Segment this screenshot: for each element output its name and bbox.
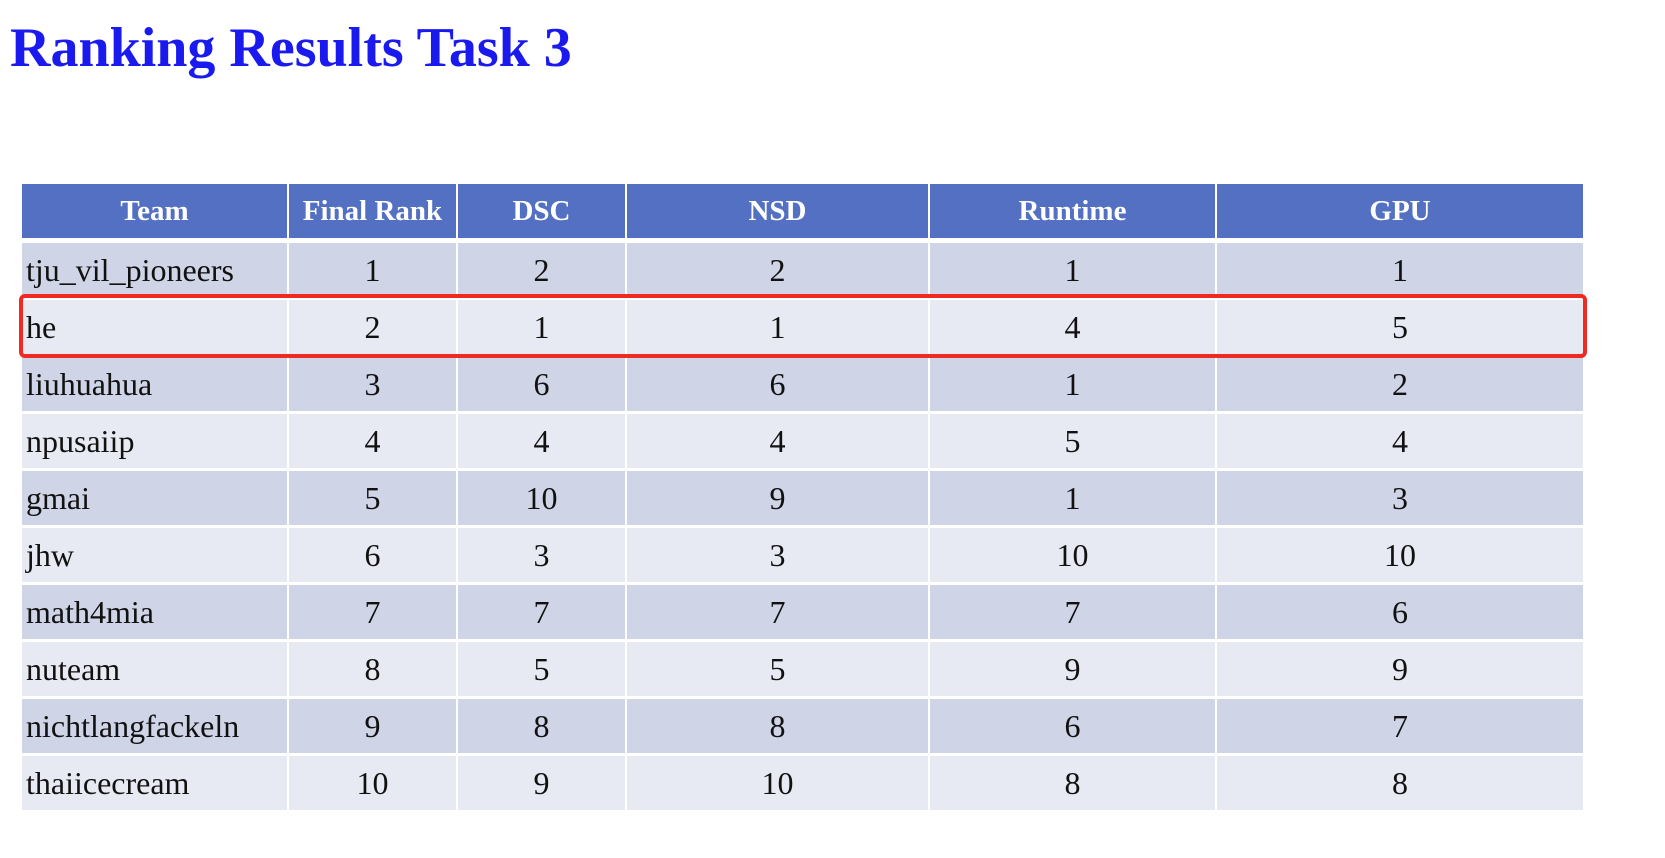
runtime-cell: 9 (929, 640, 1217, 699)
dsc-cell: 2 (457, 240, 627, 300)
team-cell: gmai (22, 469, 289, 528)
team-cell: he (22, 298, 289, 357)
nsd-cell: 4 (626, 412, 930, 471)
runtime-cell: 7 (929, 583, 1217, 642)
column-header-dsc: DSC (457, 184, 627, 243)
final-rank-cell: 1 (288, 240, 458, 300)
table-row: npusaiip 4 4 4 5 4 (22, 412, 1583, 471)
nsd-cell: 7 (626, 583, 930, 642)
team-cell: jhw (22, 526, 289, 585)
runtime-cell: 1 (929, 469, 1217, 528)
table-header-row: Team Final Rank DSC NSD Runtime GPU (22, 184, 1583, 243)
column-header-team: Team (22, 184, 289, 243)
runtime-cell: 1 (929, 355, 1217, 414)
column-header-runtime: Runtime (929, 184, 1217, 243)
table-row: jhw 6 3 3 10 10 (22, 526, 1583, 585)
gpu-cell: 1 (1216, 240, 1583, 300)
table-row: nuteam 8 5 5 9 9 (22, 640, 1583, 699)
dsc-cell: 9 (457, 754, 627, 813)
nsd-cell: 6 (626, 355, 930, 414)
ranking-table: Team Final Rank DSC NSD Runtime GPU tju_… (22, 184, 1583, 813)
gpu-cell: 2 (1216, 355, 1583, 414)
nsd-cell: 10 (626, 754, 930, 813)
dsc-cell: 7 (457, 583, 627, 642)
nsd-cell: 5 (626, 640, 930, 699)
gpu-cell: 10 (1216, 526, 1583, 585)
team-cell: nichtlangfackeln (22, 697, 289, 756)
gpu-cell: 8 (1216, 754, 1583, 813)
final-rank-cell: 8 (288, 640, 458, 699)
gpu-cell: 4 (1216, 412, 1583, 471)
dsc-cell: 6 (457, 355, 627, 414)
final-rank-cell: 7 (288, 583, 458, 642)
dsc-cell: 8 (457, 697, 627, 756)
final-rank-cell: 4 (288, 412, 458, 471)
team-cell: nuteam (22, 640, 289, 699)
gpu-cell: 6 (1216, 583, 1583, 642)
runtime-cell: 1 (929, 240, 1217, 300)
table-row: liuhuahua 3 6 6 1 2 (22, 355, 1583, 414)
final-rank-cell: 3 (288, 355, 458, 414)
runtime-cell: 4 (929, 298, 1217, 357)
gpu-cell: 5 (1216, 298, 1583, 357)
dsc-cell: 5 (457, 640, 627, 699)
team-cell: npusaiip (22, 412, 289, 471)
gpu-cell: 9 (1216, 640, 1583, 699)
table-row-highlighted: he 2 1 1 4 5 (22, 298, 1583, 357)
runtime-cell: 8 (929, 754, 1217, 813)
nsd-cell: 1 (626, 298, 930, 357)
runtime-cell: 6 (929, 697, 1217, 756)
column-header-gpu: GPU (1216, 184, 1583, 243)
nsd-cell: 8 (626, 697, 930, 756)
final-rank-cell: 6 (288, 526, 458, 585)
runtime-cell: 10 (929, 526, 1217, 585)
runtime-cell: 5 (929, 412, 1217, 471)
dsc-cell: 10 (457, 469, 627, 528)
nsd-cell: 3 (626, 526, 930, 585)
column-header-nsd: NSD (626, 184, 930, 243)
final-rank-cell: 5 (288, 469, 458, 528)
table-row: thaiicecream 10 9 10 8 8 (22, 754, 1583, 813)
column-header-final-rank: Final Rank (288, 184, 458, 243)
gpu-cell: 3 (1216, 469, 1583, 528)
table-row: math4mia 7 7 7 7 6 (22, 583, 1583, 642)
final-rank-cell: 10 (288, 754, 458, 813)
nsd-cell: 2 (626, 240, 930, 300)
dsc-cell: 3 (457, 526, 627, 585)
gpu-cell: 7 (1216, 697, 1583, 756)
final-rank-cell: 9 (288, 697, 458, 756)
table-row: tju_vil_pioneers 1 2 2 1 1 (22, 240, 1583, 300)
team-cell: math4mia (22, 583, 289, 642)
final-rank-cell: 2 (288, 298, 458, 357)
page-title: Ranking Results Task 3 (10, 17, 572, 79)
table-row: gmai 5 10 9 1 3 (22, 469, 1583, 528)
team-cell: thaiicecream (22, 754, 289, 813)
team-cell: tju_vil_pioneers (22, 240, 289, 300)
team-cell: liuhuahua (22, 355, 289, 414)
dsc-cell: 4 (457, 412, 627, 471)
table-row: nichtlangfackeln 9 8 8 6 7 (22, 697, 1583, 756)
dsc-cell: 1 (457, 298, 627, 357)
nsd-cell: 9 (626, 469, 930, 528)
